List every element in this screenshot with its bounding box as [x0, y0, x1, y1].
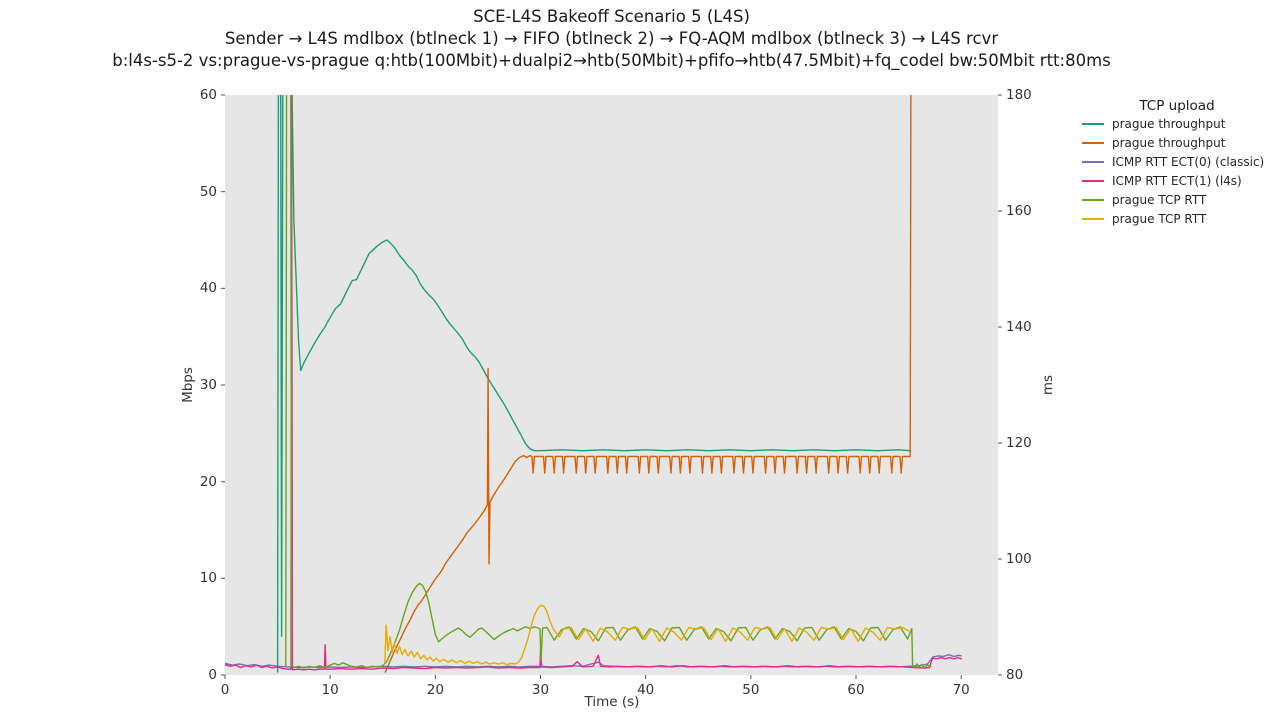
chart-title-line2: Sender → L4S mdlbox (btlneck 1) → FIFO (… — [224, 29, 999, 48]
x-tick-label: 20 — [426, 682, 444, 698]
legend-entry-1: prague throughput — [1082, 133, 1282, 152]
series-line-5 — [384, 604, 910, 666]
x-axis-label: Time (s) — [584, 694, 640, 710]
series-line-4 — [285, 95, 932, 669]
chart-title-line3: b:l4s-s5-2 vs:prague-vs-prague q:htb(100… — [112, 51, 1111, 70]
legend-entry-5: prague TCP RTT — [1082, 209, 1282, 228]
y-left-tick-label: 40 — [199, 280, 217, 297]
y-left-tick-label: 20 — [199, 473, 217, 490]
legend-entry-0: prague throughput — [1082, 114, 1282, 133]
legend-label: ICMP RTT ECT(1) (l4s) — [1112, 173, 1242, 188]
legend-label: prague TCP RTT — [1112, 211, 1207, 226]
legend-label: ICMP RTT ECT(0) (classic) — [1112, 154, 1265, 169]
y-left-tick-label: 10 — [199, 570, 217, 587]
legend-entry-4: prague TCP RTT — [1082, 190, 1282, 209]
legend: TCP upload prague throughput prague throu… — [1082, 98, 1282, 228]
y-left-tick-label: 60 — [199, 87, 217, 103]
y-axis-label-right: ms — [1040, 374, 1056, 396]
y-right-tick-label: 100 — [1006, 551, 1032, 567]
legend-label: prague throughput — [1112, 116, 1226, 131]
series-line-0 — [276, 95, 912, 673]
y-left-tick-label: 30 — [199, 377, 217, 393]
legend-line-swatch — [1082, 217, 1104, 220]
chart-title-line1: SCE-L4S Bakeoff Scenario 5 (L4S) — [473, 7, 750, 26]
y-left-tick-label: 0 — [208, 667, 217, 683]
x-tick-label: 0 — [220, 682, 230, 698]
legend-line-swatch — [1082, 179, 1104, 182]
y-right-tick-label: 180 — [1006, 87, 1032, 103]
x-tick-label: 40 — [637, 682, 655, 698]
legend-entry-3: ICMP RTT ECT(1) (l4s) — [1082, 171, 1282, 190]
series-line-3 — [225, 95, 962, 671]
legend-line-swatch — [1082, 122, 1104, 125]
legend-entry-2: ICMP RTT ECT(0) (classic) — [1082, 152, 1282, 171]
y-right-tick-label: 160 — [1006, 203, 1032, 219]
legend-rows: prague throughput prague throughput ICMP R… — [1082, 114, 1282, 228]
y-right-tick-label: 120 — [1006, 435, 1032, 451]
legend-line-swatch — [1082, 198, 1104, 201]
x-tick-label: 30 — [531, 682, 550, 698]
x-tick-label: 10 — [321, 682, 339, 698]
legend-label: prague throughput — [1112, 135, 1226, 150]
plot-background — [225, 95, 998, 675]
legend-line-swatch — [1082, 141, 1104, 144]
x-tick-label: 60 — [847, 682, 865, 698]
y-left-tick-label: 50 — [199, 183, 217, 200]
series-line-1 — [384, 95, 912, 673]
x-tick-label: 70 — [952, 682, 970, 698]
x-tick-label: 50 — [742, 682, 760, 698]
legend-line-swatch — [1082, 160, 1104, 163]
legend-label: prague TCP RTT — [1112, 192, 1207, 207]
y-right-tick-label: 80 — [1006, 667, 1024, 683]
legend-title: TCP upload — [1139, 98, 1215, 114]
y-right-tick-label: 140 — [1006, 319, 1032, 335]
